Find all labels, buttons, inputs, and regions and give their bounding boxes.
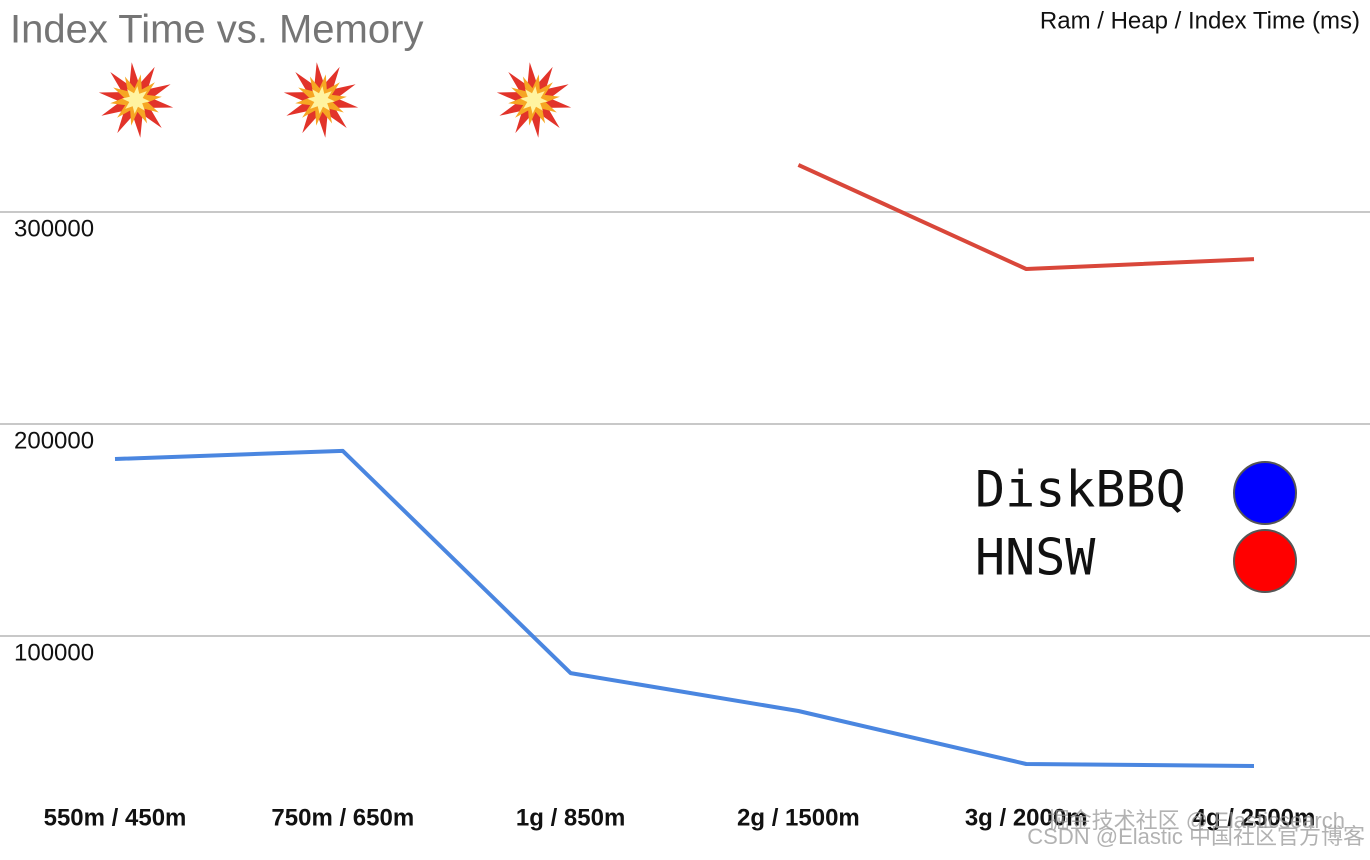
- x-tick-label: 750m / 650m: [271, 804, 414, 831]
- y-tick-label: 100000: [14, 639, 94, 666]
- chart-title: Index Time vs. Memory: [10, 8, 423, 52]
- series-line: [797, 163, 1255, 271]
- y-axis-title: Ram / Heap / Index Time (ms): [1040, 7, 1360, 34]
- watermark: 掘金技术社区 @ Elasticsearch: [1048, 808, 1345, 833]
- grid: 100000 200000 300000: [0, 211, 1370, 666]
- watermark: CSDN @Elastic 中国社区官方博客: [1027, 824, 1365, 849]
- x-tick-label: 3g / 2000m: [965, 804, 1088, 831]
- legend-label: DiskBBQ: [975, 461, 1186, 519]
- y-tick-label: 200000: [14, 427, 94, 454]
- burst-inner: [307, 86, 335, 114]
- burst-inner: [122, 86, 150, 114]
- burst-inner: [520, 86, 548, 114]
- x-tick-label: 550m / 450m: [44, 804, 187, 831]
- series-line: [114, 448, 1255, 768]
- legend: DiskBBQ HNSW: [975, 461, 1297, 593]
- plot: 550m / 450m 750m / 650m 1g / 850m 2g / 1500…: [44, 163, 1316, 831]
- x-tick-label: 2g / 1500m: [737, 804, 860, 831]
- legend-marker: [1233, 461, 1297, 525]
- legend-label: HNSW: [975, 529, 1096, 587]
- x-tick-label: 4g / 2500m: [1193, 804, 1316, 831]
- x-tick-label: 1g / 850m: [516, 804, 625, 831]
- out-of-memory-icons: [98, 62, 572, 138]
- y-tick-label: 300000: [14, 215, 94, 242]
- legend-marker: [1233, 529, 1297, 593]
